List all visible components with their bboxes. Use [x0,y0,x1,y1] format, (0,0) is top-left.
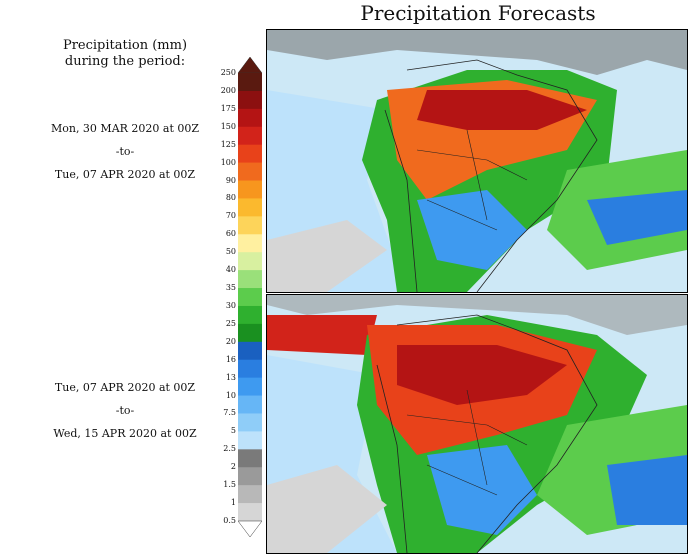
color-scale-band [238,413,262,432]
color-scale-band [238,162,262,182]
period-2: Tue, 07 APR 2020 at 00Z -to- Wed, 15 APR… [30,381,220,450]
precip-map-2 [267,295,687,553]
color-scale-label: 40 [225,265,236,275]
color-scale-band [238,359,262,379]
color-scale-band [238,216,262,235]
color-scale-label: 150 [220,121,236,131]
color-scale-band [238,270,262,289]
period-1-start: Mon, 30 MAR 2020 at 00Z [50,122,200,135]
color-scale-label: 50 [225,247,236,257]
legend-title-line1: Precipitation (mm) [62,38,188,53]
chart-title: Precipitation Forecasts [360,1,596,25]
color-scale-band [238,323,262,343]
color-scale-label: 1.5 [223,480,236,490]
color-scale-label: 7.5 [223,408,236,418]
color-scale-band [238,234,262,253]
color-scale-band [238,288,262,307]
color-scale-band [238,305,262,325]
color-scale-band [238,180,262,199]
color-scale-band [238,485,262,504]
color-scale-label: 175 [220,103,236,113]
color-scale-band [238,503,262,522]
forecast-map-period-1 [266,29,688,293]
color-scale-label: 0.5 [223,516,236,525]
color-scale-label: 25 [225,318,236,328]
color-scale-label: 60 [225,229,236,239]
color-scale-label: 2 [230,462,236,472]
period-1-sep: -to- [115,145,135,158]
color-scale-label: 16 [225,354,236,364]
color-scale-label: 10 [225,390,236,400]
color-scale-band [238,108,262,128]
color-scale-band [238,377,262,397]
color-scale-band [238,73,262,92]
color-scale-label: 200 [220,85,236,95]
color-scale-label: 1 [230,498,236,508]
color-scale-band [238,341,262,361]
legend-title: Precipitation (mm) during the period: [40,38,210,70]
color-scale-label: 5 [230,426,236,436]
legend-title-line2: during the period: [64,54,186,69]
color-scale-label: 125 [220,139,236,149]
color-scale-band [238,126,262,146]
color-scale-bottom-arrow [238,520,262,537]
color-scale-label: 20 [225,336,236,346]
color-scale-label: 80 [225,193,236,203]
color-scale-bar [238,57,262,537]
color-scale-band [238,198,262,217]
forecast-map-period-2 [266,294,688,554]
period-1-end: Tue, 07 APR 2020 at 00Z [54,168,196,181]
period-1: Mon, 30 MAR 2020 at 00Z -to- Tue, 07 APR… [30,122,220,191]
color-scale-label: 70 [225,211,236,221]
period-2-start: Tue, 07 APR 2020 at 00Z [54,381,196,394]
color-scale-label: 100 [220,157,236,167]
color-scale-band [238,90,262,110]
color-scale-label: 2.5 [223,444,236,454]
color-scale-label: 13 [225,372,236,382]
color-scale-band [238,467,262,486]
period-2-sep: -to- [115,404,135,417]
color-scale-label: 250 [220,68,236,77]
color-scale-top-arrow [238,57,262,74]
color-scale-band [238,144,262,164]
color-scale-band [238,252,262,271]
color-scale-band [238,395,262,414]
precip-map-1 [267,30,687,292]
color-scale-label: 35 [225,283,236,293]
color-scale-band [238,449,262,468]
color-scale-label: 30 [225,300,236,310]
color-scale-band [238,431,262,450]
color-scale-label: 90 [225,175,236,185]
period-2-end: Wed, 15 APR 2020 at 00Z [53,427,197,440]
